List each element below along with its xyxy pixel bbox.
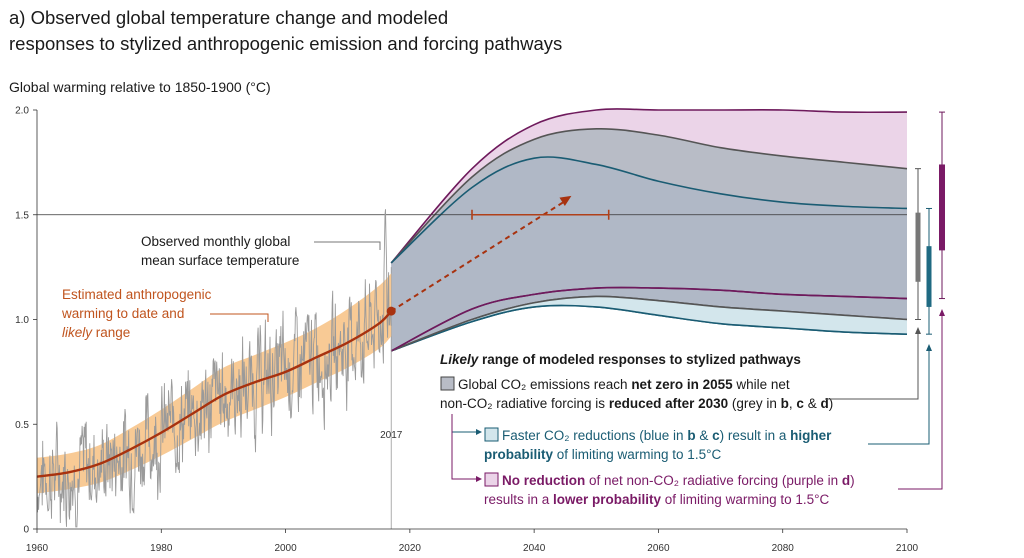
connector-purple: [898, 312, 943, 490]
blue-lower-line-top: [390, 304, 908, 352]
y-tick-label-0: 0: [23, 525, 29, 536]
anthro-likely: likely: [62, 325, 93, 340]
y-tick-label-2.0: 2.0: [15, 106, 29, 117]
x-tick-label-2060: 2060: [647, 543, 670, 554]
anthro-label-line3: likely range: [62, 325, 130, 340]
legend-purple-connector: [451, 414, 476, 480]
year-2017-label: 2017: [380, 430, 403, 441]
anthro-label-line1: Estimated anthropogenic: [62, 287, 212, 302]
extrapolation-arrowhead: [559, 195, 572, 207]
box-blue: [926, 246, 932, 307]
connector-purple-arrow: [939, 309, 945, 316]
observed-monthly-series: [36, 209, 392, 528]
legend-blue-swatch: [484, 427, 499, 442]
chart-title-line1: a) Observed global temperature change an…: [9, 7, 448, 28]
purple-upper-line: [390, 108, 908, 264]
x-tick-label-2020: 2020: [399, 543, 422, 554]
legend-heading-likely: Likely: [440, 352, 480, 367]
x-tick-label-1980: 1980: [150, 543, 173, 554]
observed-label-line2: mean surface temperature: [141, 253, 299, 268]
x-tick-label-2040: 2040: [523, 543, 546, 554]
connector-blue-arrow: [926, 344, 932, 351]
anthropogenic-estimate-line: [36, 310, 393, 478]
legend-heading: Likely range of modeled responses to sty…: [440, 352, 801, 367]
chart-marks: [386, 111, 945, 335]
historical-series: [36, 209, 393, 528]
observed-label-line1: Observed monthly global: [141, 234, 290, 249]
legend-grey-line2: non-CO₂ radiative forcing is reduced aft…: [440, 396, 833, 411]
purple-lower-line-top: [390, 286, 908, 352]
connector-grey: [825, 330, 919, 400]
projection-bands: [390, 108, 908, 352]
legend-purple-line1: No reduction of net non-CO₂ radiative fo…: [502, 473, 855, 488]
blue-range-band: [391, 156, 907, 351]
blue-lower-sliver: [391, 296, 907, 351]
legend-grey-line1: Global CO₂ emissions reach net zero in 2…: [458, 377, 790, 392]
observed-leader: [314, 241, 381, 250]
chart-title-line2: responses to stylized anthropogenic emis…: [9, 33, 562, 54]
connector-blue: [868, 347, 930, 445]
y-tick-label-1.5: 1.5: [15, 210, 29, 221]
anthro-leader: [210, 313, 269, 322]
legend-grey-swatch: [440, 376, 455, 391]
legend-blue-line2: probability of limiting warming to 1.5°C: [484, 447, 721, 462]
x-tick-label-2000: 2000: [274, 543, 297, 554]
legend-purple-swatch: [484, 472, 499, 487]
grey-lower-line-top: [390, 295, 908, 352]
x-tick-label-1960: 1960: [26, 543, 49, 554]
y-axis-label: Global warming relative to 1850-1900 (°C…: [9, 79, 271, 95]
grey-upper-line: [390, 127, 908, 264]
anthro-label-line2: warming to date and: [61, 306, 184, 321]
legend-purple-arrowhead: [476, 476, 482, 482]
x-tick-label-2100: 2100: [896, 543, 919, 554]
legend-blue-line1: Faster CO₂ reductions (blue in b & c) re…: [502, 428, 832, 443]
estimate-2017-point: [386, 306, 396, 316]
connector-grey-arrow: [915, 327, 921, 334]
legend-heading-rest: range of modeled responses to stylized p…: [478, 352, 801, 367]
extrapolation-arrow-line: [390, 200, 566, 312]
anthro-range: range: [92, 325, 130, 340]
legend-blue-arrowhead: [476, 429, 482, 435]
y-tick-label-0.5: 0.5: [15, 420, 29, 431]
y-tick-label-1.0: 1.0: [15, 315, 29, 326]
blue-upper-line: [390, 156, 908, 264]
box-grey: [915, 212, 921, 282]
axes: 0 0.5 1.0 1.5 2.0 1960 1980 2000 2020 2040 2060 208…: [15, 106, 918, 555]
legend-blue-connector: [451, 414, 476, 433]
legend-purple-line2: results in a lower probability of limiti…: [484, 492, 830, 507]
x-tick-label-2080: 2080: [772, 543, 795, 554]
box-purple: [939, 164, 945, 251]
